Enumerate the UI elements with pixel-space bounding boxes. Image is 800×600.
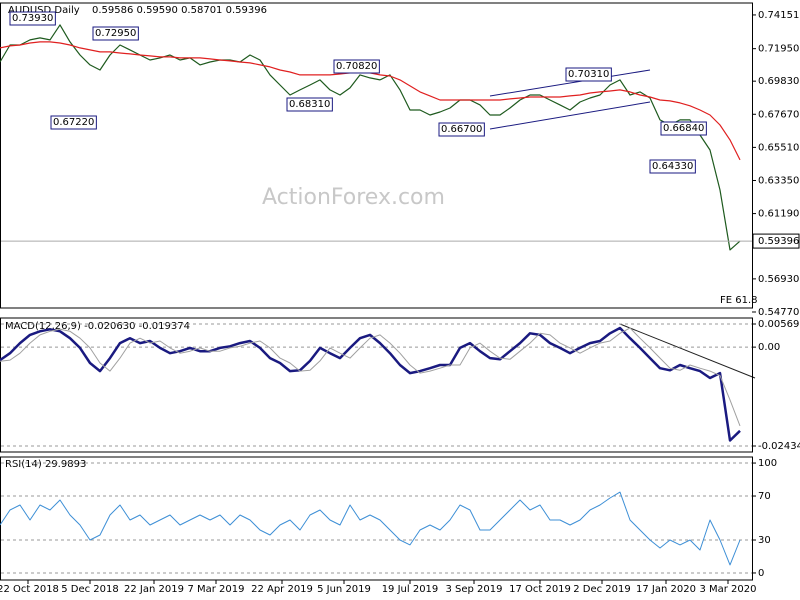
y-tick-label: 70 (758, 491, 771, 502)
x-tick-label: 19 Jul 2019 (382, 584, 439, 595)
panel-title: MACD(12,26,9) -0.020630 -0.019374 (5, 321, 190, 332)
x-tick-label: 17 Oct 2019 (509, 584, 571, 595)
y-tick-label: 0.65510 (758, 142, 799, 153)
annotation-box (660, 121, 707, 136)
x-tick-label: 22 Apr 2019 (251, 584, 313, 595)
annotation: 0.67220 (53, 117, 94, 128)
channel-line (489, 101, 651, 130)
y-tick-label: 0.56930 (758, 274, 799, 285)
y-tick-label: 0.67670 (758, 109, 799, 120)
chart-title: AUDUSD Daily (8, 5, 80, 16)
annotation: 0.66840 (663, 123, 704, 134)
panel-frame (0, 456, 753, 581)
y-tick-label: 0.005691 (758, 319, 800, 330)
y-tick-label: 0.61190 (758, 209, 799, 220)
annotation-box (9, 11, 56, 26)
series-line (0, 491, 741, 566)
annotation: 0.73930 (12, 13, 53, 24)
annotation-box (649, 159, 696, 174)
annotation-box (286, 97, 333, 112)
annotation-box (50, 115, 97, 130)
last-price-label: 0.59396 (758, 236, 799, 247)
y-tick-label: 0.00 (758, 342, 780, 353)
annotation: 0.70310 (568, 69, 609, 80)
annotation: 0.64330 (652, 161, 693, 172)
annotation: 0.66700 (441, 124, 482, 135)
annotation-box (92, 26, 139, 41)
y-tick-label: 0.69830 (758, 76, 799, 87)
y-tick-label: 0.63350 (758, 175, 799, 186)
y-tick-label: 0.71950 (758, 44, 799, 55)
x-tick-label: 22 Jan 2019 (124, 584, 184, 595)
series-line (0, 326, 741, 442)
y-tick-label: -0.024344 (758, 441, 800, 452)
panel-title: RSI(14) 29.9893 (5, 459, 86, 470)
panel-frame (0, 317, 753, 453)
annotation: 0.68310 (289, 99, 330, 110)
x-tick-label: 17 Jan 2020 (636, 584, 696, 595)
y-tick-label: 0 (758, 568, 764, 579)
x-tick-label: 5 Dec 2018 (61, 584, 119, 595)
ohlc-values: 0.59586 0.59590 0.58701 0.59396 (92, 5, 267, 16)
series-line (0, 327, 741, 427)
x-tick-label: 3 Sep 2019 (445, 584, 502, 595)
annotation: 0.72950 (95, 28, 136, 39)
x-tick-label: 22 Oct 2018 (0, 584, 59, 595)
trend-line (619, 323, 756, 379)
panel-frame (0, 2, 753, 309)
y-tick-label: 30 (758, 535, 771, 546)
annotation-box (333, 59, 380, 74)
annotation-box (565, 67, 612, 82)
x-tick-label: 3 Mar 2020 (699, 584, 756, 595)
y-tick-label: 100 (758, 458, 777, 469)
watermark: ActionForex.com (262, 185, 445, 210)
channel-line (489, 69, 651, 97)
series-line (0, 24, 741, 251)
annotation: FE 61.8 (720, 295, 758, 306)
annotation-box (438, 122, 485, 137)
x-tick-label: 2 Dec 2019 (573, 584, 631, 595)
x-tick-label: 7 Mar 2019 (187, 584, 244, 595)
y-tick-label: 0.74151 (758, 10, 799, 21)
last-price-box (752, 233, 800, 249)
y-tick-label: 0.54770 (758, 307, 799, 318)
x-tick-label: 5 Jun 2019 (317, 584, 371, 595)
annotation: 0.70820 (336, 61, 377, 72)
